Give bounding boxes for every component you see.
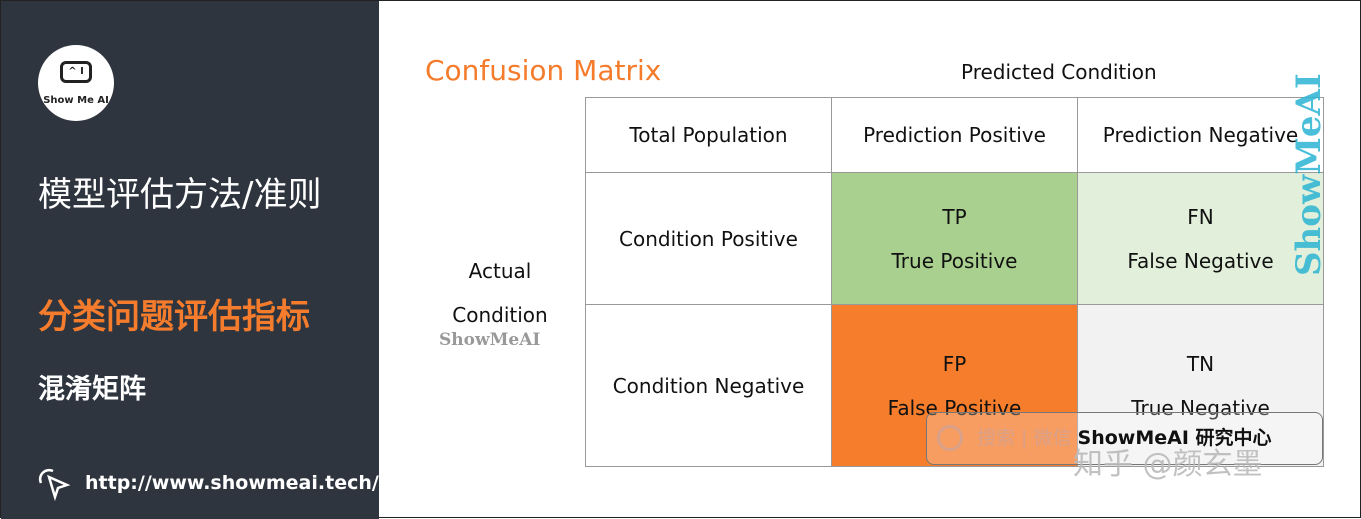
page-title: Confusion Matrix [425, 54, 662, 87]
predicted-condition-label: Predicted Condition [961, 60, 1157, 84]
cell-abbr: FP [942, 351, 967, 376]
header-total: Total Population [585, 97, 832, 173]
header-pred-pos: Prediction Positive [831, 97, 1078, 173]
cell-abbr: TP [942, 204, 967, 229]
row-label: Condition Positive [585, 172, 832, 305]
search-watermark-box: 搜索 | 微信 ShowMeAI 研究中心 [926, 412, 1323, 465]
search-icon [937, 425, 963, 451]
watermark: ShowMeAI [439, 330, 541, 350]
actual-label-line1: Actual [468, 259, 532, 283]
cell-name: False Positive [887, 395, 1022, 420]
vertical-watermark: ShowMeAI [1289, 73, 1329, 276]
website-link[interactable]: http://www.showmeai.tech/ [85, 472, 379, 494]
row-label: Condition Negative [585, 304, 832, 467]
header-pred-neg: Prediction Negative [1077, 97, 1324, 173]
sidebar-section: 分类问题评估指标 [38, 297, 310, 337]
cell-tn: TN True Negative [1077, 304, 1324, 467]
logo-screen: ^ I [60, 61, 92, 83]
confusion-matrix: Total Population Prediction Positive Predi… [585, 97, 1324, 467]
sidebar-subsection: 混淆矩阵 [38, 374, 146, 405]
cell-name: False Negative [1127, 248, 1274, 273]
showmeai-logo: ^ I Show Me AI [38, 45, 114, 121]
search-text: 搜索 | 微信 [977, 427, 1072, 449]
search-brand: ShowMeAI 研究中心 [1077, 427, 1272, 449]
cell-fn: FN False Negative [1077, 172, 1324, 305]
actual-label-line2: Condition [452, 303, 548, 327]
cursor-click-icon [38, 468, 71, 501]
cell-name: True Positive [891, 248, 1018, 273]
sidebar: ^ I Show Me AI 模型评估方法/准则 分类问题评估指标 混淆矩阵 ht… [1, 1, 379, 519]
sidebar-title: 模型评估方法/准则 [38, 175, 322, 215]
logo-text: Show Me AI [43, 95, 109, 106]
cell-name: True Negative [1131, 395, 1270, 420]
cell-tp: TP True Positive [831, 172, 1078, 305]
zhihu-watermark: 知乎 @颜玄墨 [1073, 447, 1263, 482]
cell-abbr: TN [1186, 351, 1215, 376]
actual-condition-label: Actual Condition [441, 249, 559, 337]
cell-abbr: FN [1187, 204, 1214, 229]
